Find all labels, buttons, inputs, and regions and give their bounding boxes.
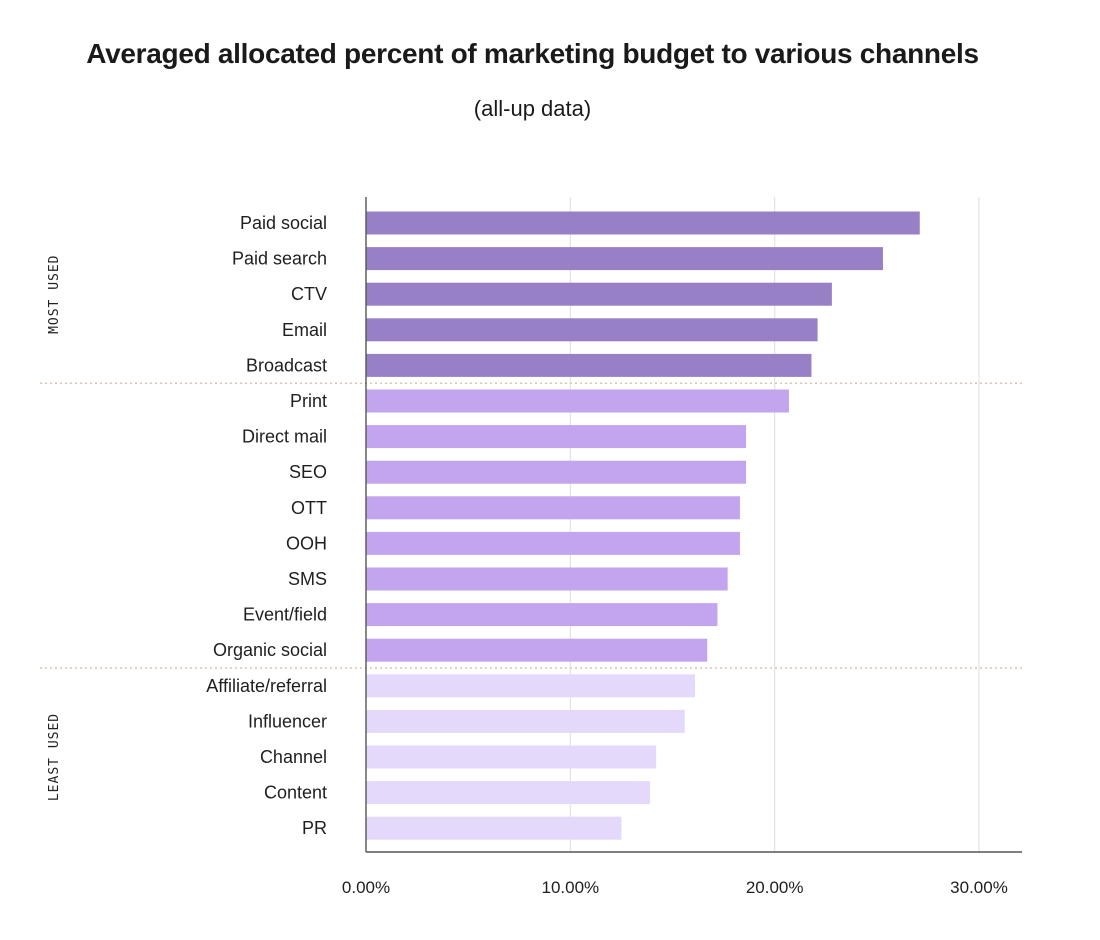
category-label: PR <box>302 818 327 838</box>
bar <box>366 247 883 271</box>
bar <box>366 460 747 484</box>
bar <box>366 353 812 377</box>
category-label: CTV <box>291 284 327 304</box>
group-label: MOST USED <box>47 254 62 333</box>
axes <box>365 197 1022 853</box>
gridlines <box>569 197 980 852</box>
bar <box>366 674 695 698</box>
bar <box>366 745 657 769</box>
category-label: Affiliate/referral <box>206 676 327 696</box>
category-label: Event/field <box>243 605 327 625</box>
bar <box>366 318 818 342</box>
bar <box>366 567 728 591</box>
bar <box>366 638 708 662</box>
x-tick-label: 20.00% <box>746 878 804 897</box>
bar <box>366 816 622 840</box>
category-label: Content <box>264 783 327 803</box>
bar <box>366 211 920 235</box>
chart-title: Averaged allocated percent of marketing … <box>86 38 979 69</box>
category-label: Influencer <box>248 711 327 731</box>
x-tick-label: 10.00% <box>541 878 599 897</box>
bars <box>366 211 920 840</box>
group-labels: MOST USED LEAST USED <box>47 254 62 801</box>
category-label: Paid social <box>240 213 327 233</box>
category-label: SMS <box>288 569 327 589</box>
category-label: Email <box>282 320 327 340</box>
group-label: LEAST USED <box>47 713 62 801</box>
category-label: Channel <box>260 747 327 767</box>
bar <box>366 603 718 627</box>
bar <box>366 425 747 449</box>
category-label: Organic social <box>213 640 327 660</box>
bar <box>366 389 789 413</box>
category-label: Direct mail <box>242 427 327 447</box>
category-label: SEO <box>289 462 327 482</box>
bar <box>366 282 832 306</box>
category-label: Paid search <box>232 249 327 269</box>
group-separators <box>40 382 1022 669</box>
bar <box>366 781 651 805</box>
x-tick-label: 0.00% <box>342 878 390 897</box>
bar <box>366 531 740 555</box>
category-label: Print <box>290 391 327 411</box>
x-tick-labels: 0.00% 10.00% 20.00% 30.00% <box>342 878 1008 897</box>
category-labels: Paid social Paid search CTV Email Broadcast P… <box>206 213 327 838</box>
x-tick-label: 30.00% <box>950 878 1008 897</box>
chart-subtitle: (all-up data) <box>473 96 592 121</box>
category-label: OTT <box>291 498 327 518</box>
category-label: Broadcast <box>246 355 327 375</box>
bar <box>366 496 740 520</box>
bar <box>366 709 685 733</box>
category-label: OOH <box>286 533 327 553</box>
